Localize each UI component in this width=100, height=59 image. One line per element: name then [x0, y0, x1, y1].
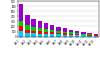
- Bar: [63, 35, 67, 37]
- Bar: [69, 30, 73, 32]
- Bar: [88, 33, 92, 34]
- Bar: [19, 26, 23, 31]
- Bar: [25, 15, 29, 25]
- Bar: [69, 34, 73, 35]
- Bar: [31, 19, 36, 27]
- Bar: [94, 36, 98, 37]
- Bar: [63, 32, 67, 33]
- Bar: [38, 28, 42, 31]
- Bar: [63, 33, 67, 35]
- Bar: [19, 21, 23, 26]
- Bar: [50, 32, 55, 34]
- Bar: [56, 31, 61, 33]
- Bar: [31, 27, 36, 31]
- Bar: [63, 28, 67, 32]
- Bar: [25, 33, 29, 37]
- Bar: [38, 21, 42, 28]
- Bar: [31, 33, 36, 37]
- Bar: [75, 31, 79, 33]
- Bar: [81, 34, 86, 35]
- Bar: [56, 27, 61, 31]
- Bar: [44, 32, 48, 34]
- Bar: [75, 35, 79, 37]
- Bar: [19, 4, 23, 21]
- Bar: [25, 30, 29, 33]
- Bar: [88, 35, 92, 36]
- Bar: [56, 34, 61, 37]
- Bar: [50, 34, 55, 37]
- Bar: [88, 36, 92, 37]
- Bar: [38, 34, 42, 37]
- Bar: [44, 29, 48, 32]
- Bar: [50, 25, 55, 30]
- Bar: [69, 35, 73, 37]
- Bar: [81, 35, 86, 37]
- Bar: [75, 34, 79, 35]
- Bar: [75, 33, 79, 34]
- Bar: [94, 35, 98, 36]
- Bar: [25, 25, 29, 30]
- Bar: [81, 32, 86, 34]
- Bar: [19, 31, 23, 37]
- Bar: [44, 23, 48, 29]
- Bar: [38, 31, 42, 34]
- Bar: [44, 34, 48, 37]
- Bar: [94, 34, 98, 35]
- Bar: [56, 33, 61, 34]
- Bar: [88, 34, 92, 35]
- Bar: [50, 30, 55, 32]
- Bar: [69, 32, 73, 34]
- Bar: [31, 31, 36, 33]
